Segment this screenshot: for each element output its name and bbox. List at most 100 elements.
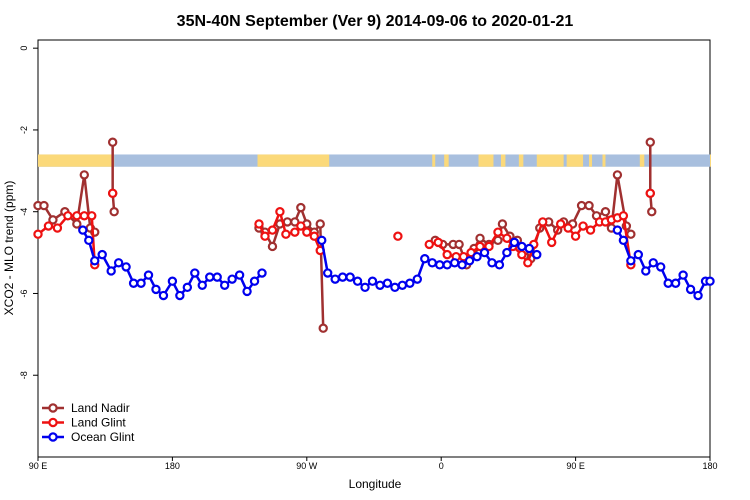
data-point [330,274,340,284]
data-point [197,280,207,290]
data-point [78,225,88,235]
data-point [685,284,696,295]
data-point [475,241,485,252]
x-tick-label: 180 [702,461,717,471]
data-point [633,249,644,260]
x-tick-label: 90 W [296,461,318,471]
strip-land-3 [444,154,449,167]
data-point [705,276,715,286]
data-point [497,219,508,229]
data-point [318,323,328,333]
data-point [290,217,300,227]
chart-title: 35N-40N September (Ver 9) 2014-09-06 to … [177,13,574,30]
data-point [393,231,403,241]
data-point [234,270,245,280]
data-point [249,276,260,286]
strip-land-8 [566,154,584,167]
series-line [111,142,116,212]
data-point [424,239,434,250]
strip-land-11 [639,154,645,167]
data-point [39,200,49,211]
data-point [302,227,312,237]
data-point [106,266,116,276]
series-land-glint [33,188,655,270]
data-point [227,274,237,284]
series-line [258,206,325,329]
data-point [97,249,107,260]
data-point [367,276,378,286]
y-tick-label: 0 [19,46,29,51]
data-point [626,229,636,239]
strip-land-0 [38,154,115,167]
data-point [33,229,43,239]
data-point [538,217,548,227]
strip-ocean [38,154,710,167]
strip-land-4 [478,154,494,167]
data-point [345,272,355,282]
data-point [182,282,193,293]
data-point [52,223,63,233]
data-point [502,247,512,258]
y-tick-label: -2 [19,126,29,134]
data-point [576,200,587,211]
data-point [43,221,54,231]
strip-land-5 [500,154,506,167]
data-point [584,200,594,211]
data-point [109,207,119,217]
data-point [267,225,278,235]
legend-label: Land Glint [71,416,126,430]
x-axis-label: Longitude [349,477,402,491]
data-point [87,211,97,221]
series-land-nadir [33,137,657,333]
data-point [121,262,131,272]
data-point [337,272,348,282]
data-point [72,211,82,221]
data-point [254,219,264,229]
strip-land-1 [257,154,330,167]
data-point [612,170,623,180]
data-point [618,211,629,221]
data-point [113,258,124,268]
data-point [472,251,482,262]
data-point [648,258,658,268]
data-point [205,272,215,282]
y-axis-label: XCO2 - MLO trend (ppm) [2,181,16,316]
data-point [282,217,293,227]
data-point [464,256,475,266]
data-point [281,229,291,239]
data-point [645,137,655,147]
data-point [90,256,100,266]
data-point [487,258,497,268]
data-point [502,233,512,243]
land-sea-strip [38,154,711,167]
data-point [427,258,437,268]
data-point [517,241,527,252]
data-point [315,219,325,229]
data-point [454,239,464,250]
x-tick-label: 90 E [29,461,48,471]
data-point [79,170,89,180]
data-point [405,278,415,288]
data-point [167,276,178,286]
data-point [555,219,566,229]
data-point [275,207,285,217]
data-point [219,280,230,290]
data-point [257,268,267,278]
data-point [309,231,319,241]
legend-item: Land Glint [42,416,126,430]
data-point [442,260,452,270]
data-point [663,278,673,288]
x-axis: 90 E 180 90 W 0 90 E 180 [29,457,718,471]
legend-item: Ocean Glint [42,430,135,444]
series-layer [33,137,715,333]
data-point [212,272,222,282]
data-point [107,188,118,199]
data-point [435,260,445,270]
data-point [136,278,146,288]
data-point [449,258,460,268]
data-point [524,243,535,254]
data-point [547,237,557,248]
data-point [375,280,385,290]
